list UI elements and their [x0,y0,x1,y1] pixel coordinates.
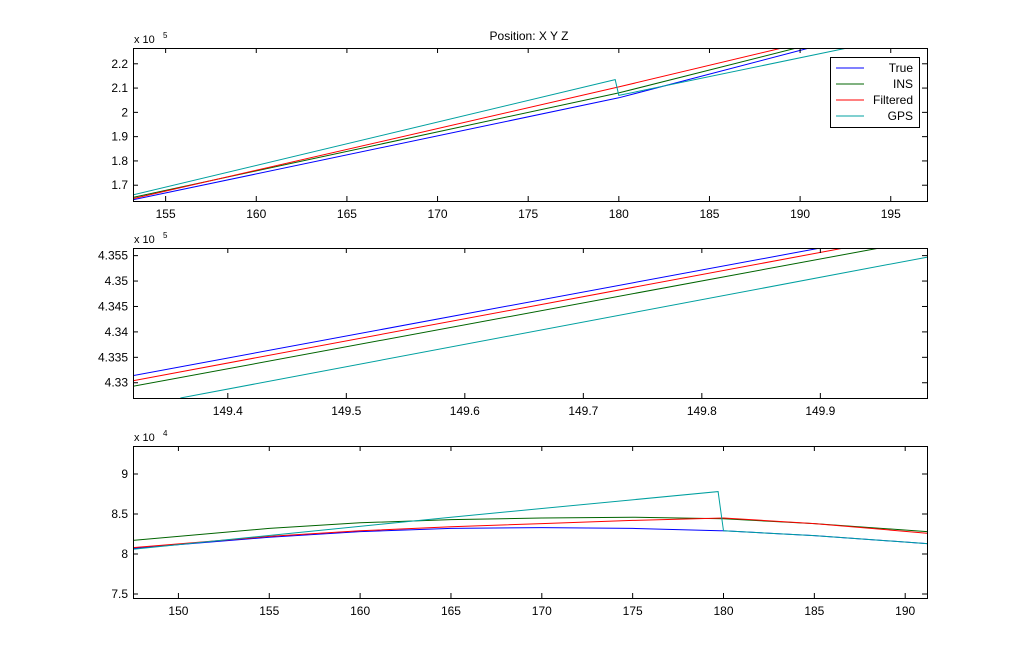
series-line-ins [133,48,797,198]
series-line-gps [180,256,927,398]
y-tick-label: 2.1 [111,81,128,95]
x-tick-label: 149.5 [331,404,361,418]
y-tick-label: 1.7 [111,178,128,192]
y-exponent-power: 5 [163,231,168,240]
series-group [133,248,927,398]
y-tick-label: 1.9 [111,130,128,144]
y-tick-label: 4.35 [105,274,129,288]
series-line-gps [133,48,848,196]
series-group [133,491,927,550]
axes-frame [133,446,928,599]
x-tick-label: 185 [804,604,824,618]
x-tick-label: 170 [532,604,552,618]
x-tick-label: 175 [623,604,643,618]
y-tick-label: 4.34 [105,325,129,339]
series-line-filtered [133,517,927,549]
x-tick-label: 195 [881,207,901,221]
subplot-3: 150 155 160 165 170 175 180 185 190 7.5 8 8.5 9 x 10 4 [111,429,928,618]
x-tick-label: 150 [168,604,188,618]
y-exponent-label: x 10 [134,34,155,46]
legend-label-true: True [889,61,914,75]
series-line-gps [133,491,927,550]
series-line-filtered [133,48,783,200]
x-tick-label: 180 [713,604,733,618]
x-tick-label: 149.4 [213,404,243,418]
x-tick-label: 149.6 [450,404,480,418]
figure-title: Position: X Y Z [490,29,569,43]
y-tick-label: 4.355 [98,249,128,263]
x-tick-label: 190 [790,207,810,221]
series-line-ins [133,248,880,387]
x-tick-label: 190 [895,604,915,618]
y-exponent-label: x 10 [134,234,155,246]
y-tick-label: 7.5 [111,587,128,601]
y-tick-label: 1.8 [111,154,128,168]
x-tick-label: 160 [350,604,370,618]
y-exponent-label: x 10 [134,432,155,444]
x-tick-label: 170 [428,207,448,221]
y-tick-label: 2 [121,105,128,119]
y-exponent-power: 5 [163,31,168,40]
legend-label-gps: GPS [888,109,913,123]
x-tick-label: 160 [246,207,266,221]
subplot-1: 155 160 165 170 175 180 185 190 195 1.7 1.8 1.9 2 2.1… [111,31,928,221]
y-exponent-power: 4 [163,429,168,438]
subplot-2: 149.4 149.5 149.6 149.7 149.8 149.9 4.33 4.335 4… [98,231,928,418]
x-tick-label: 155 [259,604,279,618]
axes-frame [133,48,928,202]
legend-label-filtered: Filtered [873,93,913,107]
y-tick-label: 9 [121,467,128,481]
x-tick-label: 149.7 [568,404,598,418]
y-tick-label: 8.5 [111,507,128,521]
y-tick-label: 4.345 [98,299,128,313]
legend: True INS Filtered GPS [830,57,920,128]
x-tick-label: 165 [441,604,461,618]
x-tick-label: 180 [609,207,629,221]
y-tick-label: 4.335 [98,350,128,364]
series-group [133,48,848,201]
x-tick-label: 185 [699,207,719,221]
x-tick-label: 175 [518,207,538,221]
x-tick-label: 165 [337,207,357,221]
y-tick-label: 8 [121,547,128,561]
legend-label-ins: INS [893,77,913,91]
y-tick-label: 4.33 [105,376,129,390]
axes-frame [133,248,928,399]
axes-layer: 155 160 165 170 175 180 185 190 195 1.7 1.8 1.9 2 2.1… [98,31,928,618]
x-tick-label: 149.8 [687,404,717,418]
series-line-true [133,48,810,201]
x-tick-label: 155 [156,207,176,221]
y-tick-label: 2.2 [111,57,128,71]
x-tick-label: 149.9 [805,404,835,418]
series-line-filtered [133,248,845,382]
series-line-true [133,248,821,377]
